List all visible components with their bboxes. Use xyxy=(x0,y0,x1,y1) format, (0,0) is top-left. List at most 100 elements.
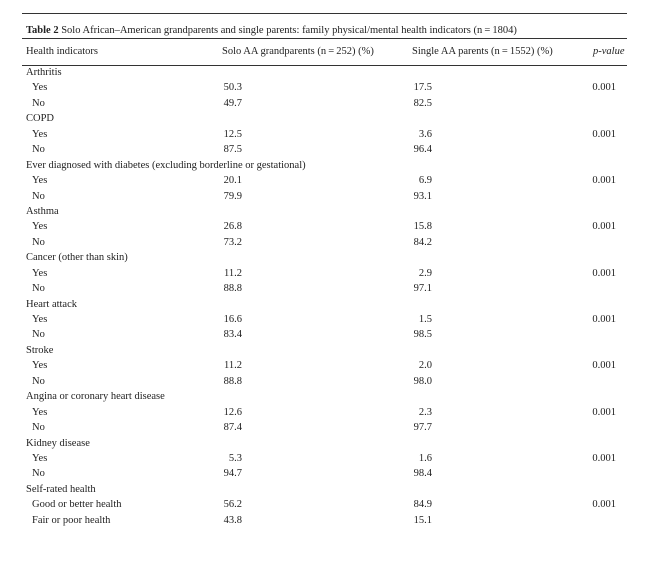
header-p-value: p-value xyxy=(593,46,625,57)
single-parents-value: 15.8 xyxy=(413,221,432,233)
row-label: No xyxy=(32,375,45,387)
table-row: No 73.2 84.2 xyxy=(22,236,627,251)
group-row: Angina or coronary heart disease xyxy=(22,390,627,405)
table-row: No 88.8 98.0 xyxy=(22,375,627,390)
single-parents-value: 2.9 xyxy=(418,267,432,279)
group-label: Ever diagnosed with diabetes (excluding … xyxy=(26,159,306,171)
grandparents-value: 26.8 xyxy=(223,221,242,233)
p-value: 0.001 xyxy=(592,82,616,94)
grandparents-value: 88.8 xyxy=(223,375,242,387)
group-row: Heart attack xyxy=(22,298,627,313)
group-label: Cancer (other than skin) xyxy=(26,252,128,264)
single-parents-value: 2.3 xyxy=(418,406,432,418)
table-row: Yes 16.6 1.5 0.001 xyxy=(22,313,627,328)
grandparents-value: 73.2 xyxy=(223,236,242,248)
table-header: Health indicators Solo AA grandparents (… xyxy=(22,39,627,65)
top-rule xyxy=(22,13,627,14)
row-label: Yes xyxy=(32,267,48,279)
group-label: Self-rated health xyxy=(26,483,96,495)
table-row: Good or better health 56.2 84.9 0.001 xyxy=(22,498,627,513)
row-label: Yes xyxy=(32,360,48,372)
single-parents-value: 84.2 xyxy=(413,236,432,248)
grandparents-value: 11.2 xyxy=(224,360,242,372)
single-parents-value: 98.5 xyxy=(413,329,432,341)
table-row: No 83.4 98.5 xyxy=(22,328,627,343)
single-parents-value: 98.0 xyxy=(413,375,432,387)
grandparents-value: 56.2 xyxy=(223,499,242,511)
table-row: No 94.7 98.4 xyxy=(22,467,627,482)
single-parents-value: 97.7 xyxy=(413,422,432,434)
table-body: Arthritis Yes 50.3 17.5 0.001 No 49.7 82.5 COPD Y… xyxy=(22,66,627,529)
row-label: No xyxy=(32,190,45,202)
grandparents-value: 87.4 xyxy=(223,422,242,434)
row-label: No xyxy=(32,468,45,480)
table-row: No 88.8 97.1 xyxy=(22,282,627,297)
table-row: Yes 12.6 2.3 0.001 xyxy=(22,406,627,421)
p-value: 0.001 xyxy=(592,221,616,233)
single-parents-value: 17.5 xyxy=(413,82,432,94)
grandparents-value: 12.6 xyxy=(223,406,242,418)
group-label: Arthritis xyxy=(26,67,62,78)
single-parents-value: 6.9 xyxy=(418,175,432,187)
group-row: Arthritis xyxy=(22,66,627,81)
grandparents-value: 16.6 xyxy=(223,314,242,325)
row-label: No xyxy=(32,236,45,248)
table-row: Yes 12.5 3.6 0.001 xyxy=(22,128,627,143)
header-grandparents: Solo AA grandparents (n = 252) (%) xyxy=(222,46,374,57)
row-label: Good or better health xyxy=(32,499,122,511)
table-row: No 79.9 93.1 xyxy=(22,190,627,205)
group-label: Asthma xyxy=(26,205,59,217)
header-health-indicators: Health indicators xyxy=(26,46,99,57)
p-value: 0.001 xyxy=(592,452,616,464)
single-parents-value: 98.4 xyxy=(413,468,432,480)
group-row: Ever diagnosed with diabetes (excluding … xyxy=(22,159,627,174)
row-label: Fair or poor health xyxy=(32,514,111,526)
row-label: No xyxy=(32,283,45,295)
p-value: 0.001 xyxy=(592,128,616,140)
grandparents-value: 43.8 xyxy=(223,514,242,526)
group-row: Self-rated health xyxy=(22,483,627,498)
single-parents-value: 15.1 xyxy=(413,514,432,526)
table-row: No 87.5 96.4 xyxy=(22,143,627,158)
table-caption: Table 2 Solo African–American grandparen… xyxy=(22,14,627,38)
row-label: Yes xyxy=(32,128,48,140)
group-label: Kidney disease xyxy=(26,437,90,449)
table-row: Yes 11.2 2.9 0.001 xyxy=(22,267,627,282)
grandparents-value: 83.4 xyxy=(223,329,242,341)
single-parents-value: 3.6 xyxy=(418,128,432,140)
grandparents-value: 12.5 xyxy=(223,128,242,140)
grandparents-value: 50.3 xyxy=(223,82,242,94)
table-row: Yes 26.8 15.8 0.001 xyxy=(22,220,627,235)
single-parents-value: 96.4 xyxy=(413,144,432,156)
grandparents-value: 94.7 xyxy=(223,468,242,480)
group-row: Stroke xyxy=(22,344,627,359)
row-label: Yes xyxy=(32,221,48,233)
header-single-parents: Single AA parents (n = 1552) (%) xyxy=(412,46,553,57)
grandparents-value: 5.3 xyxy=(228,452,242,464)
grandparents-value: 79.9 xyxy=(223,190,242,202)
row-label: Yes xyxy=(32,175,48,187)
single-parents-value: 1.6 xyxy=(418,452,432,464)
grandparents-value: 49.7 xyxy=(223,97,242,109)
table-row: No 87.4 97.7 xyxy=(22,421,627,436)
single-parents-value: 84.9 xyxy=(413,499,432,511)
row-label: No xyxy=(32,97,45,109)
table-row: Yes 11.2 2.0 0.001 xyxy=(22,359,627,374)
grandparents-value: 20.1 xyxy=(223,175,242,187)
single-parents-value: 82.5 xyxy=(413,97,432,109)
table-row: Fair or poor health 43.8 15.1 xyxy=(22,514,627,529)
row-label: No xyxy=(32,422,45,434)
group-label: Stroke xyxy=(26,344,54,356)
table-row: Yes 20.1 6.9 0.001 xyxy=(22,174,627,189)
group-label: Angina or coronary heart disease xyxy=(26,391,165,403)
row-label: Yes xyxy=(32,82,48,94)
row-label: Yes xyxy=(32,406,48,418)
row-label: Yes xyxy=(32,452,48,464)
p-value: 0.001 xyxy=(592,314,616,325)
grandparents-value: 88.8 xyxy=(223,283,242,295)
grandparents-value: 87.5 xyxy=(223,144,242,156)
group-row: Cancer (other than skin) xyxy=(22,251,627,266)
group-row: Kidney disease xyxy=(22,437,627,452)
table-row: Yes 50.3 17.5 0.001 xyxy=(22,81,627,96)
p-value: 0.001 xyxy=(592,406,616,418)
